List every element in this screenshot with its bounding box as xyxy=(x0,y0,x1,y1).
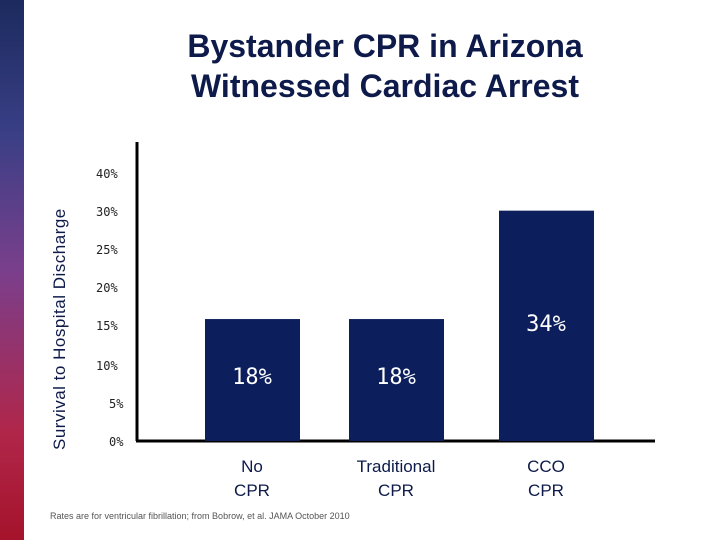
bar-data-label: 18% xyxy=(232,365,272,390)
footnote: Rates are for ventricular fibrillation; … xyxy=(50,511,350,521)
chart-title-line-2: Witnessed Cardiac Arrest xyxy=(191,68,579,104)
bar xyxy=(349,319,444,441)
y-tick-label: 10% xyxy=(96,359,118,373)
y-tick-label: 15% xyxy=(96,319,118,333)
y-tick-label: 30% xyxy=(96,205,118,219)
chart-title: Bystander CPR in Arizona Witnessed Cardi… xyxy=(90,26,680,106)
bar xyxy=(499,210,594,441)
side-gradient-bar xyxy=(0,0,24,540)
y-tick-label: 0% xyxy=(109,435,124,449)
x-category-label: CPR xyxy=(378,481,414,500)
x-category-label: CCO xyxy=(527,457,565,476)
bar-data-label: 18% xyxy=(376,365,416,390)
x-category-label: CPR xyxy=(528,481,564,500)
bar xyxy=(205,319,300,441)
chart-title-line-1: Bystander CPR in Arizona xyxy=(187,28,583,64)
y-tick-label: 20% xyxy=(96,281,118,295)
bar-data-label: 34% xyxy=(526,312,566,337)
y-tick-label: 40% xyxy=(96,167,118,181)
y-tick-label: 5% xyxy=(109,397,124,411)
x-category-label: No xyxy=(241,457,263,476)
x-category-label: Traditional xyxy=(357,457,436,476)
y-tick-label: 25% xyxy=(96,243,118,257)
x-category-label: CPR xyxy=(234,481,270,500)
